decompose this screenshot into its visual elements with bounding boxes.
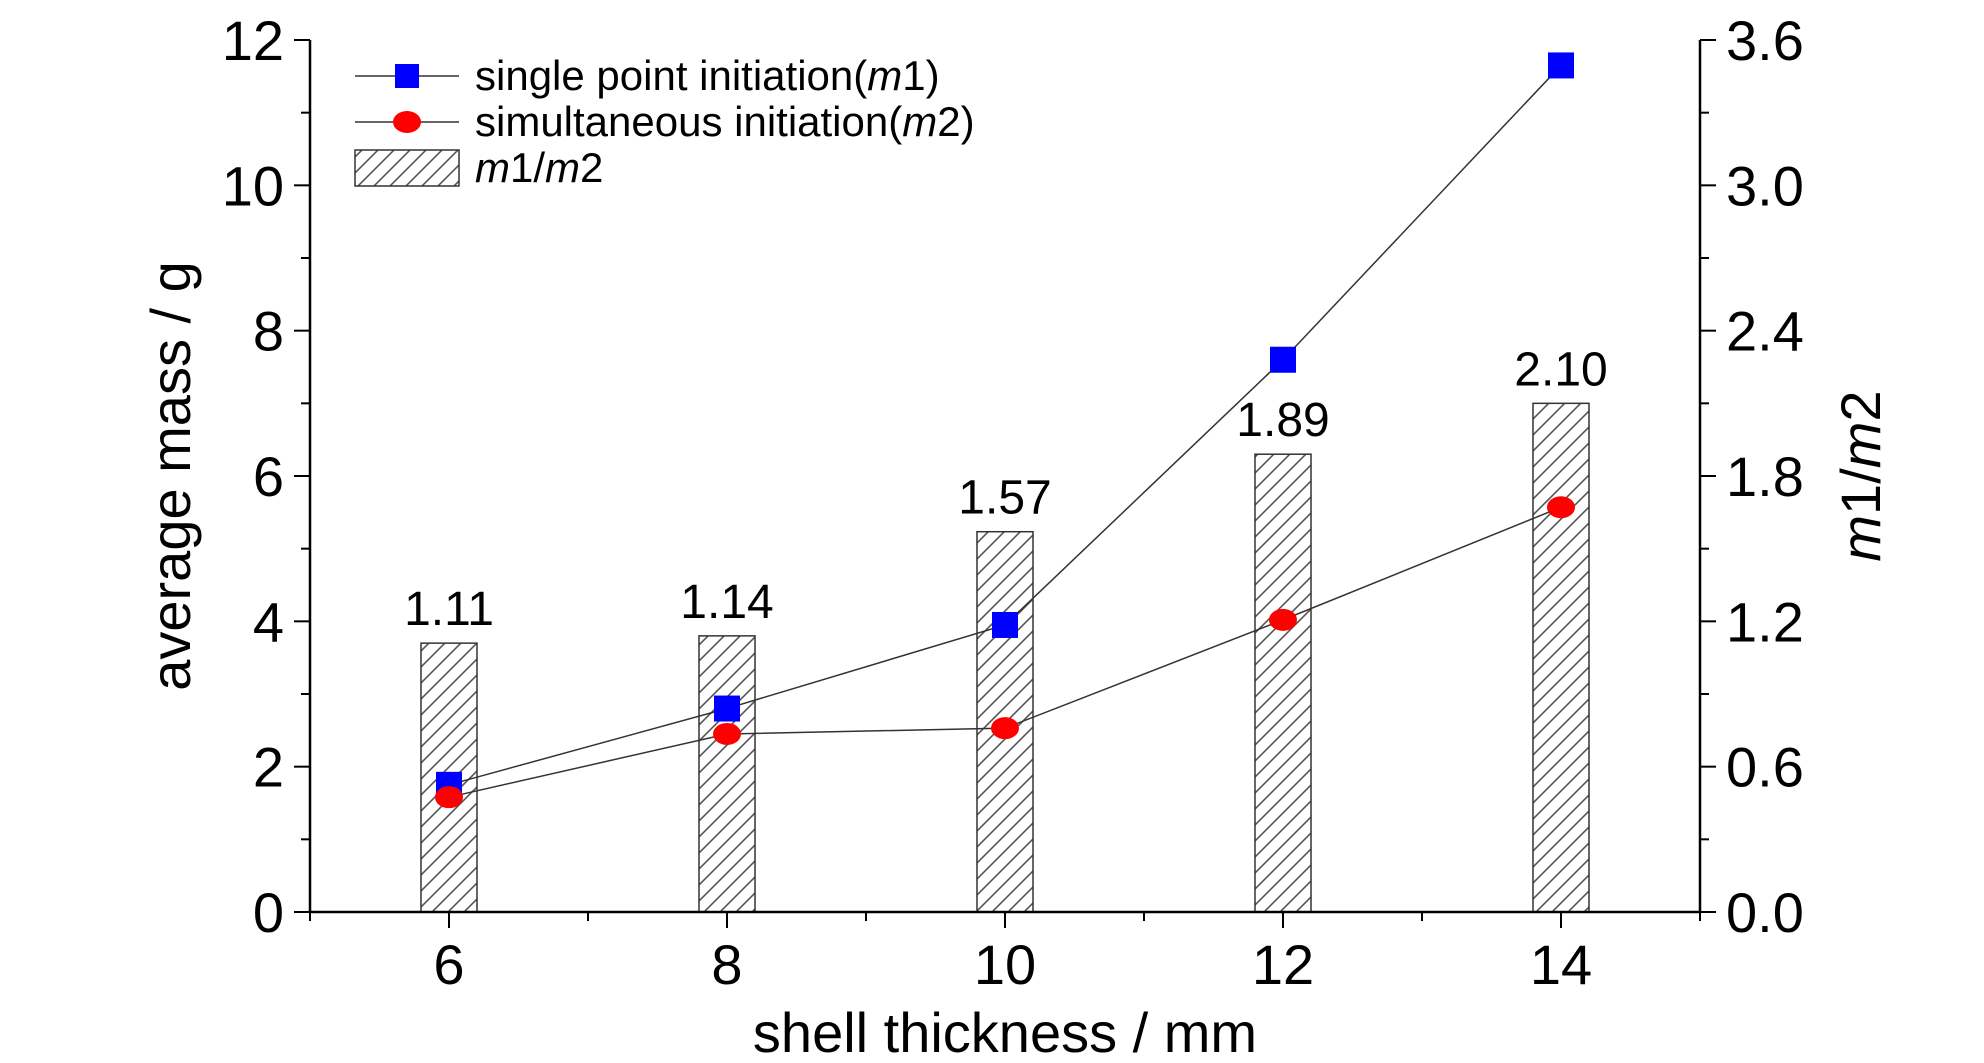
axes-layer: 0 2 4 6 8 10 12 0.0 0.6 1.2 1.8 2.4 3.0 3.6 6 8 10 12 14 sh… xyxy=(139,9,1892,1063)
y2-tick-label: 3.6 xyxy=(1726,9,1804,72)
legend-marker-square xyxy=(395,64,419,88)
bar-label-14: 2.10 xyxy=(1514,343,1607,396)
y-tick-label: 6 xyxy=(253,445,284,508)
y2-tick-label: 0.6 xyxy=(1726,736,1804,799)
bar-layer: 1.11 1.14 1.57 1.89 2.10 xyxy=(404,343,1608,913)
legend-label: m1/m2 xyxy=(475,144,603,191)
bar-label-8: 1.14 xyxy=(680,576,773,629)
point-m2-14 xyxy=(1547,496,1575,519)
bar-12 xyxy=(1254,453,1312,913)
legend-swatch-hatched xyxy=(354,149,460,187)
y-tick-label: 2 xyxy=(253,736,284,799)
x-tick-label: 6 xyxy=(433,933,464,996)
y2-tick-label: 2.4 xyxy=(1726,300,1804,363)
x-tick-label: 10 xyxy=(974,933,1036,996)
legend-label: single point initiation(m1) xyxy=(475,52,940,99)
x-axis-title: shell thickness / mm xyxy=(753,1001,1257,1063)
y-tick-label: 4 xyxy=(253,590,284,653)
bar-label-12: 1.89 xyxy=(1236,394,1329,447)
x-tick-label: 14 xyxy=(1530,933,1592,996)
line-layer xyxy=(435,52,1575,809)
bar-label-10: 1.57 xyxy=(958,472,1051,525)
point-m1-12 xyxy=(1270,346,1296,373)
y2-axis-title: m1/m2 xyxy=(1829,390,1892,561)
x-tick-label: 12 xyxy=(1252,933,1314,996)
y-axis-title: average mass / g xyxy=(139,261,202,691)
y2-tick-label: 1.8 xyxy=(1726,445,1804,508)
legend: single point initiation(m1)simultaneous … xyxy=(354,52,975,191)
legend-marker-circle xyxy=(393,111,421,133)
legend-label: simultaneous initiation(m2) xyxy=(475,98,975,145)
y2-tick-label: 1.2 xyxy=(1726,590,1804,653)
point-m1-14 xyxy=(1548,52,1574,79)
y2-tick-label: 3.0 xyxy=(1726,154,1804,217)
point-m2-12 xyxy=(1269,608,1297,631)
y-tick-label: 0 xyxy=(253,881,284,944)
point-m2-10 xyxy=(991,717,1019,740)
bar-14 xyxy=(1532,402,1590,913)
x-tick-label: 8 xyxy=(711,933,742,996)
point-m2-6 xyxy=(435,786,463,809)
point-m2-8 xyxy=(713,722,741,745)
bar-label-6: 1.11 xyxy=(404,583,494,636)
y-tick-label: 8 xyxy=(253,300,284,363)
y2-tick-label: 0.0 xyxy=(1726,881,1804,944)
point-m1-10 xyxy=(992,611,1018,638)
point-m1-8 xyxy=(714,695,740,722)
y-tick-label: 12 xyxy=(222,9,284,72)
bar-8 xyxy=(698,635,756,913)
y-tick-label: 10 xyxy=(222,154,284,217)
